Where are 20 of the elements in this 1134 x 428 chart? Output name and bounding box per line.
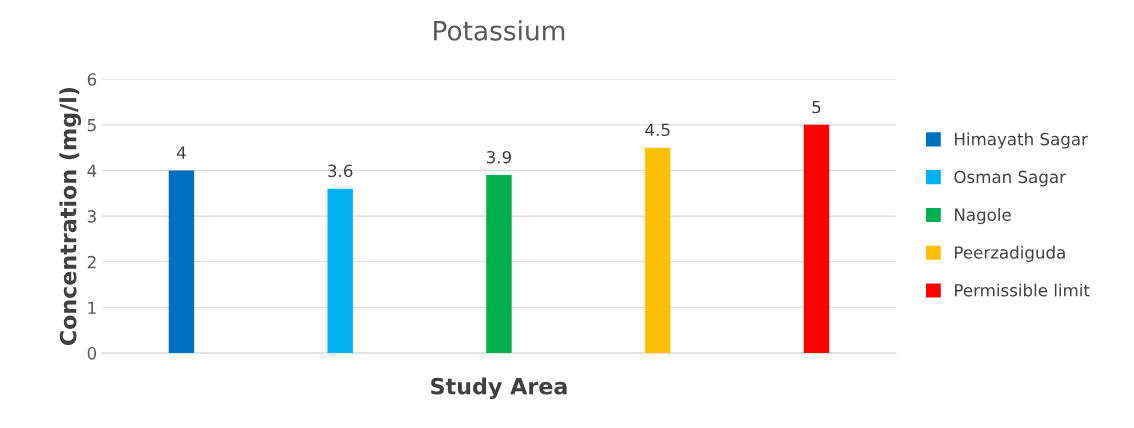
legend-label: Osman Sagar	[954, 170, 1066, 187]
data-label: 3.6	[328, 164, 353, 178]
data-label: 4	[176, 146, 186, 159]
y-tick-label: 5	[87, 119, 96, 132]
legend-label: Nagole	[955, 208, 1011, 225]
legend-label: Himayath Sagar	[955, 132, 1088, 149]
data-label: 4.5	[645, 123, 670, 137]
data-label: 3.9	[486, 150, 512, 164]
y-tick-label: 4	[87, 164, 97, 177]
chart-title: Potassium	[434, 20, 565, 41]
legend-label: Peerzadiguda	[955, 245, 1065, 262]
x-axis-title: Study Area	[431, 377, 567, 400]
y-tick-label: 3	[87, 210, 96, 223]
y-tick-label: 6	[87, 73, 97, 86]
y-tick-label: 0	[87, 347, 97, 360]
y-axis-title: Concentration (mg/l)	[59, 87, 82, 346]
data-label: 5	[812, 100, 821, 114]
legend-label: Permissible limit	[955, 283, 1090, 297]
y-tick-label: 1	[88, 301, 96, 314]
y-tick-label: 2	[87, 255, 96, 269]
